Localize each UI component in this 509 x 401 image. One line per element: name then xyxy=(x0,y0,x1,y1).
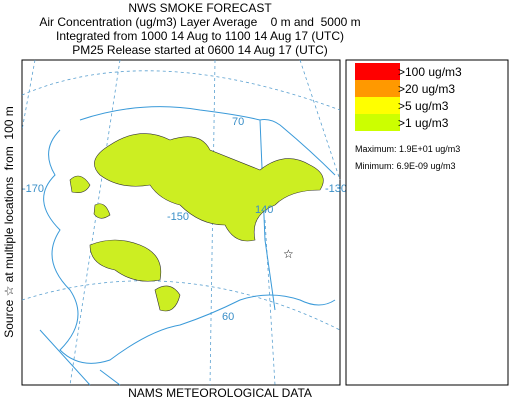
source-star: ☆ xyxy=(283,247,294,261)
legend-swatch xyxy=(355,97,400,114)
coastline xyxy=(39,106,336,386)
title: NWS SMOKE FORECAST xyxy=(128,1,272,15)
minimum: Minimum: 6.9E-09 ug/m3 xyxy=(355,161,456,171)
map-label: 140 xyxy=(255,204,273,216)
subtitle: PM25 Release started at 0600 14 Aug 17 (… xyxy=(72,43,327,57)
map-label: 70 xyxy=(232,116,244,128)
map-label: -130 xyxy=(325,183,347,195)
legend-swatch xyxy=(355,80,400,97)
legend-label: >1 ug/m3 xyxy=(398,116,449,130)
side-label: Source ☆ at multiple locations from 100 … xyxy=(2,106,16,338)
map-frame xyxy=(21,59,341,386)
map-label: -150 xyxy=(167,211,189,223)
legend-label: >100 ug/m3 xyxy=(398,65,462,79)
legend-label: >5 ug/m3 xyxy=(398,99,449,113)
footer: NAMS METEOROLOGICAL DATA xyxy=(128,386,312,400)
smoke-area xyxy=(89,239,162,282)
legend-label: >20 ug/m3 xyxy=(398,82,455,96)
legend-swatch xyxy=(355,63,400,80)
legend-swatch xyxy=(355,114,400,131)
map: ☆ 70 -170 -150 140 -130 60 xyxy=(21,59,347,386)
subtitle: Integrated from 1000 14 Aug to 1100 14 A… xyxy=(56,29,344,43)
map-label: -170 xyxy=(22,183,44,195)
maximum: Maximum: 1.9E+01 ug/m3 xyxy=(355,144,460,154)
map-label: 60 xyxy=(222,311,234,323)
smoke-area xyxy=(69,175,181,312)
smoke-area xyxy=(94,133,324,242)
subtitle: Air Concentration (ug/m3) Layer Average … xyxy=(39,15,360,29)
legend: Maximum: 1.9E+01 ug/m3 Minimum: 6.9E-09 … xyxy=(345,59,509,386)
